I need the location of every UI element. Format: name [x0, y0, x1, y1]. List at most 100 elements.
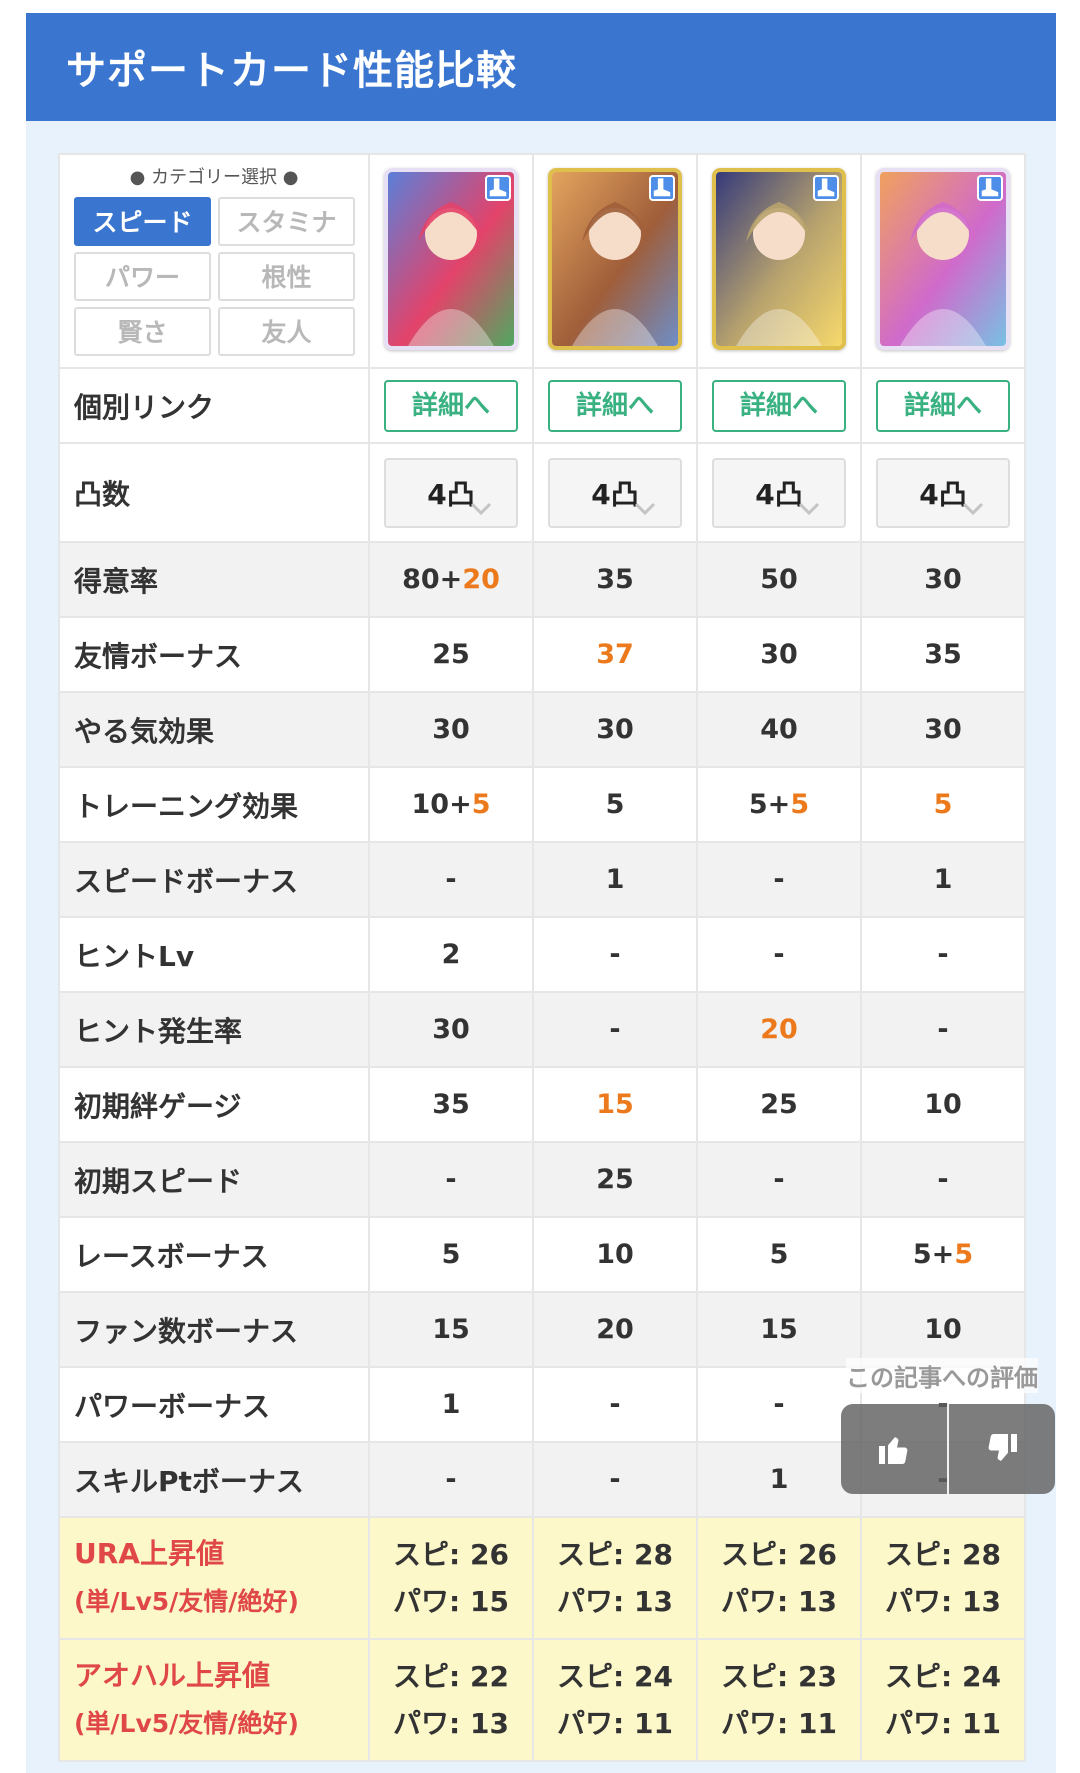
limit-break-select[interactable]: 4凸 — [712, 457, 846, 528]
stat-base: 5+ — [748, 789, 791, 820]
gain-row: アオハル上昇値 (単/Lv5/友情/絶好) スピ: 22 パワ: 13 スピ: 24 パワ… — [58, 1638, 1026, 1762]
limit-break-value: 4凸 — [591, 477, 639, 511]
limit-break-select[interactable]: 4凸 — [384, 457, 518, 528]
row-label: パワーボーナス — [58, 1366, 370, 1443]
stat-row: 得意率 80+20 35 50 30 — [58, 541, 1026, 618]
gain-speed: スピ: 22 — [393, 1660, 509, 1693]
stat-base: 40 — [760, 714, 798, 745]
card-thumbnail[interactable] — [384, 168, 518, 350]
stat-row: トレーニング効果 10+5 5 5+5 5 — [58, 766, 1026, 843]
limit-break-value: 4凸 — [919, 477, 967, 511]
gain-speed: スピ: 23 — [721, 1660, 837, 1693]
gain-label: URA上昇値 — [74, 1537, 224, 1570]
stat-base: 2 — [441, 939, 461, 970]
category-button[interactable]: スタミナ — [218, 196, 355, 246]
page-title: サポートカード性能比較 — [66, 48, 517, 94]
stat-value: 5 — [368, 1216, 534, 1293]
stat-base: 1 — [605, 864, 625, 895]
stat-base: - — [445, 1464, 457, 1495]
stat-base: - — [609, 939, 621, 970]
stat-base: 5+ — [912, 1239, 955, 1270]
gain-power: パワ: 13 — [885, 1585, 1001, 1618]
gain-row: URA上昇値 (単/Lv5/友情/絶好) スピ: 26 パワ: 15 スピ: 28 パワ:… — [58, 1516, 1026, 1640]
stat-highlight: 20 — [760, 1014, 798, 1045]
stat-base: 10+ — [411, 789, 472, 820]
stat-value: 2 — [368, 916, 534, 993]
stat-value: 30 — [860, 691, 1026, 768]
detail-button[interactable]: 詳細へ — [712, 379, 846, 432]
stat-base: 30 — [596, 714, 634, 745]
gain-sublabel: (単/Lv5/友情/絶好) — [74, 1587, 299, 1616]
stat-base: - — [773, 939, 785, 970]
comparison-table: ● カテゴリー選択 ● スピード スタミナ パワー 根性 賢さ 友人 個別リンク 詳細へ詳… — [58, 153, 1026, 1762]
gain-power: パワ: 13 — [557, 1585, 673, 1618]
category-button[interactable]: パワー — [74, 251, 211, 301]
row-label: スピードボーナス — [58, 841, 370, 918]
thumbs-down-button[interactable] — [947, 1404, 1055, 1494]
category-selector: ● カテゴリー選択 ● スピード スタミナ パワー 根性 賢さ 友人 — [58, 153, 370, 369]
stat-base: 5 — [769, 1239, 789, 1270]
gain-value: スピ: 22 パワ: 13 — [368, 1638, 534, 1762]
stat-base: 50 — [760, 564, 798, 595]
detail-button[interactable]: 詳細へ — [384, 379, 518, 432]
gain-value: スピ: 24 パワ: 11 — [532, 1638, 698, 1762]
stat-base: 25 — [760, 1089, 798, 1120]
stat-base: 35 — [432, 1089, 470, 1120]
stat-value: 35 — [860, 616, 1026, 693]
stat-highlight: 15 — [596, 1089, 634, 1120]
stat-value: - — [696, 1141, 862, 1218]
gain-value: スピ: 26 パワ: 13 — [696, 1516, 862, 1640]
row-label: 初期スピード — [58, 1141, 370, 1218]
limit-break-select[interactable]: 4凸 — [876, 457, 1010, 528]
stat-value: - — [532, 1441, 698, 1518]
category-button[interactable]: 友人 — [218, 306, 355, 356]
stat-row: ヒントLv 2 - - - — [58, 916, 1026, 993]
link-cell: 詳細へ — [368, 367, 534, 444]
card-thumbnail[interactable] — [548, 168, 682, 350]
detail-button[interactable]: 詳細へ — [548, 379, 682, 432]
row-label: トレーニング効果 — [58, 766, 370, 843]
stat-value: - — [696, 916, 862, 993]
chevron-down-icon — [470, 490, 492, 523]
stat-value: 1 — [860, 841, 1026, 918]
stat-row: やる気効果 30 30 40 30 — [58, 691, 1026, 768]
row-label: 友情ボーナス — [58, 616, 370, 693]
gain-power: パワ: 11 — [885, 1707, 1001, 1740]
card-thumbnail[interactable] — [876, 168, 1010, 350]
stat-value: - — [860, 991, 1026, 1068]
limit-break-select[interactable]: 4凸 — [548, 457, 682, 528]
stat-value: 1 — [696, 1441, 862, 1518]
stat-row: 初期スピード - 25 - - — [58, 1141, 1026, 1218]
stat-row: スキルPtボーナス--1- — [58, 1441, 1026, 1518]
thumbs-up-button[interactable] — [841, 1404, 947, 1494]
stat-row: ファン数ボーナス 15 20 15 10 — [58, 1291, 1026, 1368]
stat-value: - — [368, 841, 534, 918]
category-title: ● カテゴリー選択 ● — [129, 166, 299, 188]
stat-value: 5+5 — [860, 1216, 1026, 1293]
stat-base: - — [609, 1464, 621, 1495]
stat-base: - — [773, 1389, 785, 1420]
gain-speed: スピ: 26 — [721, 1538, 837, 1571]
stat-base: 10 — [924, 1314, 962, 1345]
gain-power: パワ: 13 — [721, 1585, 837, 1618]
stat-base: 5 — [605, 789, 625, 820]
category-button[interactable]: スピード — [74, 196, 211, 246]
gain-speed: スピ: 28 — [557, 1538, 673, 1571]
stat-base: 5 — [441, 1239, 461, 1270]
stat-highlight: 37 — [596, 639, 634, 670]
stat-highlight: 5 — [790, 789, 810, 820]
card-art — [552, 172, 678, 346]
stat-value: - — [532, 991, 698, 1068]
detail-button[interactable]: 詳細へ — [876, 379, 1010, 432]
limit-cell: 4凸 — [532, 442, 698, 543]
thumbs-down-icon — [988, 1434, 1017, 1461]
category-button[interactable]: 賢さ — [74, 306, 211, 356]
card-thumbnail[interactable] — [712, 168, 846, 350]
stat-value: 30 — [860, 541, 1026, 618]
row-label: 凸数 — [58, 442, 370, 543]
category-button[interactable]: 根性 — [218, 251, 355, 301]
stat-value: 20 — [696, 991, 862, 1068]
chevron-down-icon — [962, 490, 984, 523]
thumbs-up-icon — [879, 1437, 908, 1464]
stat-base: - — [609, 1389, 621, 1420]
